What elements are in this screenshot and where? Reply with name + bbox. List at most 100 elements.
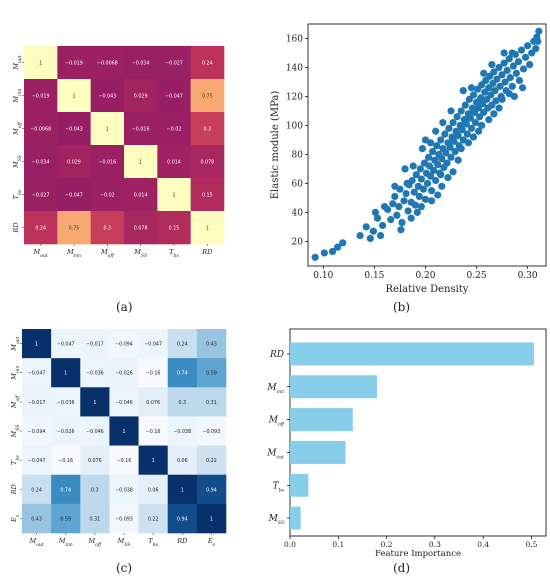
scatter-point [500, 49, 508, 57]
scatter-point [445, 124, 453, 132]
cell-value-label: 0.24 [177, 342, 188, 348]
heatmap-cell [167, 329, 198, 359]
scatter-point [498, 71, 506, 79]
cell-value-label: 0.74 [60, 487, 71, 493]
category-label: Mout [266, 448, 284, 460]
scatter-b: 0.10 0.15 0.20 0.25 0.30 20 40 60 80 100 120 140 160… [270, 23, 547, 295]
cell-value-label: −0.016 [98, 160, 116, 166]
bar-chart-d: RD Minn Moff Mout Tbs MSS 0.0 0.1 0.2 0.3 0.4 0.5 Fe… [266, 328, 547, 559]
scatter-point [398, 218, 406, 227]
scatter-point [400, 197, 408, 205]
cell-value-label: 0.3 [91, 487, 99, 493]
scatter-point [503, 66, 511, 74]
row-tick-label: Es [10, 514, 21, 523]
cell-value-label: 0.15 [202, 193, 213, 199]
heatmap-cell [51, 329, 81, 359]
cell-value-label: 0.59 [206, 371, 217, 377]
scatter-point [462, 120, 470, 128]
caption-b: (b) [393, 300, 411, 314]
cell-value-label: −0.034 [32, 160, 50, 166]
scatter-point [432, 176, 440, 185]
heatmap-cell [51, 387, 81, 417]
x-tick-label: 0.5 [526, 540, 538, 549]
scatter-point [496, 82, 504, 90]
cell-value-label: 1 [106, 127, 109, 133]
cell-value-label: −0.046 [86, 429, 104, 435]
scatter-point [451, 147, 459, 156]
cell-value-label: 0.22 [148, 516, 159, 522]
heatmap-cell [22, 329, 52, 359]
cell-value-label: 0.22 [206, 458, 217, 464]
row-tick-label: Mout [12, 55, 23, 70]
scatter-point [427, 187, 436, 195]
x-tick-label: 0.30 [518, 271, 538, 281]
cell-value-label: −0.047 [165, 94, 183, 100]
cell-value-label: 1 [35, 342, 38, 348]
scatter-point [366, 234, 374, 243]
cell-value-label: 0.3 [104, 226, 112, 232]
cell-value-label: −0.047 [144, 342, 162, 348]
scatter-point [454, 131, 462, 140]
scatter-point [334, 243, 342, 251]
heatmap-cell [167, 387, 198, 417]
scatter-point [416, 165, 424, 173]
heatmap-cell [190, 211, 225, 245]
heatmap-cell [57, 46, 91, 80]
heatmap-cell [51, 358, 81, 388]
heatmap-cell [24, 211, 58, 245]
cell-value-label: 0.076 [88, 458, 102, 464]
feature-bar [290, 375, 377, 399]
scatter-point [356, 231, 364, 240]
y-tick-label: 140 [286, 63, 303, 73]
scatter-point [427, 197, 436, 205]
heatmap-cell [138, 387, 169, 417]
cell-value-label: 0.3 [204, 127, 212, 133]
cell-value-label: −0.16 [146, 371, 161, 377]
heatmap-cell [167, 416, 198, 446]
cell-value-label: −0.02 [167, 127, 182, 133]
scatter-point [449, 118, 457, 127]
heatmap-cell [80, 387, 110, 417]
x-tick-label: 0.20 [415, 271, 435, 281]
scatter-point [417, 202, 425, 211]
scatter-point [417, 175, 425, 183]
scatter-point [409, 162, 417, 170]
heatmap-cell [157, 145, 191, 179]
col-tick-label: Tbs [148, 537, 158, 548]
scatter-point [463, 130, 471, 138]
heatmap-cell [109, 445, 139, 476]
scatter-point [401, 165, 409, 173]
scatter-point [393, 211, 401, 219]
scatter-point [320, 249, 328, 257]
heatmap-cell [90, 79, 125, 113]
heatmap-c: 1 −0.047 −0.017 −0.094 −0.047 0.24 0.43 −0.047 1… [10, 329, 227, 548]
col-tick-label: MSS [133, 248, 147, 259]
heatmap-cell [157, 178, 191, 212]
heatmap-cell [90, 46, 125, 80]
feature-bar [290, 506, 301, 530]
heatmap-cell [80, 445, 110, 476]
heatmap-cell [167, 503, 198, 534]
scatter-point [459, 87, 467, 95]
heatmap-cell [80, 503, 110, 534]
heatmap-cell [109, 474, 139, 505]
scatter-point [485, 116, 493, 124]
cell-value-label: 0.24 [202, 61, 213, 67]
heatmap-cell [190, 46, 225, 80]
col-tick-label: Minn [66, 248, 81, 259]
scatter-point [397, 226, 405, 234]
heatmap-cell [80, 416, 110, 446]
scatter-point [421, 136, 430, 144]
scatter-point [434, 191, 442, 199]
heatmap-cell [109, 358, 139, 388]
col-tick-label: Tbs [169, 248, 179, 259]
col-tick-label: Moff [88, 537, 102, 548]
cell-value-label: 0.43 [206, 342, 217, 348]
scatter-point [371, 208, 380, 216]
cell-value-label: −0.026 [57, 429, 75, 435]
heatmap-cell [90, 112, 125, 146]
cell-value-label: 0.06 [177, 458, 188, 464]
cell-value-label: 0.31 [90, 516, 101, 522]
cell-value-label: −0.038 [115, 487, 133, 493]
row-tick-label: Minn [12, 88, 23, 103]
